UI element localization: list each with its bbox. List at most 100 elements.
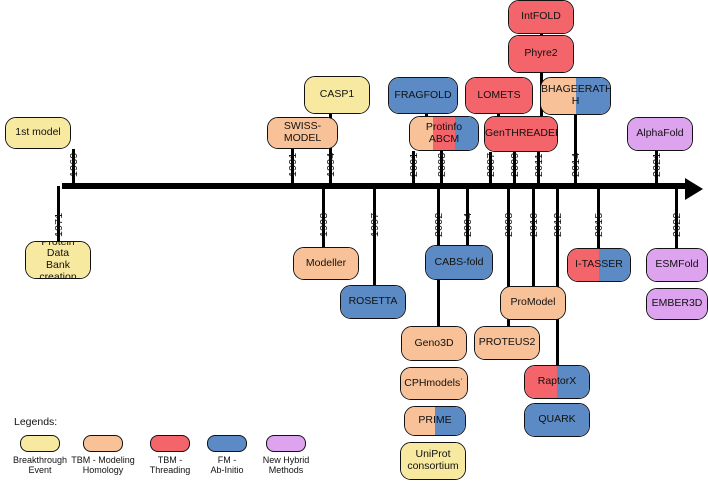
node-protein-data-bank-creation[interactable]: Protein Data Bank creation xyxy=(25,241,91,279)
year-label-2001: 2001 xyxy=(408,152,420,177)
node-fill-band xyxy=(475,327,539,359)
node-cabs-fold[interactable]: CABS-fold xyxy=(425,245,493,280)
node-fill-band xyxy=(485,117,557,151)
legend-item-breakthrough-event: Breakthrough Event xyxy=(10,435,70,476)
node-bhageerath-h[interactable]: BHAGEERATH- H xyxy=(540,77,611,115)
node-label: IntFOLD xyxy=(521,10,561,23)
node-label: QUARK xyxy=(538,413,576,426)
legend-label: TBM - Modeling Homology xyxy=(71,455,135,476)
node-fill-band xyxy=(525,366,557,398)
node-fill-band xyxy=(268,118,337,148)
node-ember3d[interactable]: EMBER3D xyxy=(646,288,708,320)
legend-item-new-hybrid-methods: New Hybrid Methods xyxy=(254,435,318,476)
node-fill-band xyxy=(432,117,456,150)
legend-label: New Hybrid Methods xyxy=(262,455,310,476)
node-fill-band xyxy=(401,443,465,479)
year-label-2007: 2007 xyxy=(485,152,497,177)
stem-cabsfold-geno3d xyxy=(437,278,440,328)
stem-1993 xyxy=(322,186,325,249)
node-casp1[interactable]: CASP1 xyxy=(304,76,370,114)
node-uniprot-consortium[interactable]: UniProt consortium xyxy=(400,442,466,480)
node-geno3d[interactable]: Geno3D xyxy=(401,326,467,361)
node-raptorx[interactable]: RaptorX xyxy=(524,365,590,399)
node-protinfo-abcm[interactable]: Protinfo ABCM xyxy=(409,116,479,151)
node-fill-band xyxy=(401,368,467,399)
node-1st-model[interactable]: 1st model xyxy=(5,117,71,149)
node-fill-band xyxy=(568,249,599,281)
node-label: RaptorX xyxy=(537,375,577,388)
node-fill-band xyxy=(541,78,576,114)
stem-2012 xyxy=(556,186,559,367)
legend-item-tbm-threading: TBM - Threading xyxy=(141,435,199,476)
node-label: EMBER3D xyxy=(651,297,703,310)
node-fill-band xyxy=(647,249,707,281)
node-promodel[interactable]: ProModel xyxy=(500,286,566,320)
node-fill-band xyxy=(402,327,466,360)
node-modeller[interactable]: Modeller xyxy=(293,247,359,280)
legend-label: FM - Ab-Initio xyxy=(210,455,244,476)
timeline-arrow-icon xyxy=(685,178,703,200)
stem-1971 xyxy=(57,186,60,243)
year-label-2014: 2014 xyxy=(570,152,582,177)
stem-1994 xyxy=(329,114,332,184)
node-label: ROSETTA xyxy=(348,295,398,308)
node-esmfold[interactable]: ESMFold xyxy=(646,248,708,282)
year-label-2002: 2002 xyxy=(433,212,445,237)
legend-swatch-hybrid xyxy=(266,435,306,452)
node-label: SWISS-MODEL xyxy=(283,120,322,144)
legend-swatch-tbm-threading xyxy=(150,435,190,452)
stem-casp1-down xyxy=(329,112,332,118)
stem-2011 xyxy=(537,152,540,184)
legend-label: TBM - Threading xyxy=(149,455,191,476)
node-phyre2[interactable]: Phyre2 xyxy=(508,35,574,73)
stem-2008 xyxy=(507,186,510,288)
node-fill-band xyxy=(525,404,589,436)
year-label-1994: 1994 xyxy=(325,152,337,177)
node-swiss-model[interactable]: SWISS-MODEL xyxy=(267,117,338,149)
node-quark[interactable]: QUARK xyxy=(524,403,590,437)
node-proteus2[interactable]: PROTEUS2 xyxy=(474,326,540,360)
node-label: CPHmodels˙ xyxy=(404,376,464,389)
node-intfold[interactable]: IntFOLD xyxy=(508,0,574,34)
legend-item-fm-ab-initio: FM - Ab-Initio xyxy=(199,435,255,476)
node-label: Geno3D xyxy=(414,336,454,349)
year-label-1997: 1997 xyxy=(369,212,381,237)
stem-2010 xyxy=(532,186,535,288)
node-fill-band xyxy=(26,242,90,278)
node-fill-band xyxy=(509,36,573,72)
node-genthreader[interactable]: GenTHREADER xyxy=(484,116,558,152)
node-label: ESMFold xyxy=(655,258,699,271)
node-fill-band xyxy=(341,286,405,318)
year-label-2012: 2012 xyxy=(552,212,564,237)
stem-2021 xyxy=(655,151,658,184)
node-fill-band xyxy=(466,78,532,113)
legend-label: Breakthrough Event xyxy=(12,455,68,476)
year-label-2009: 2009 xyxy=(509,152,521,177)
node-label: CASP1 xyxy=(319,88,355,101)
node-fill-band xyxy=(389,78,457,113)
year-label-1969: 1969 xyxy=(68,152,80,177)
year-label-2015: 2015 xyxy=(593,212,605,237)
legend-swatch-tbm-homology xyxy=(83,435,123,452)
stem-1991 xyxy=(291,149,294,184)
year-label-1971: 1971 xyxy=(53,212,65,237)
node-label: Protein Data Bank creation xyxy=(39,241,77,279)
node-label: Modeller xyxy=(305,256,347,269)
node-label: AlphaFold xyxy=(636,127,684,140)
node-fill-band xyxy=(455,117,478,150)
stem-2003 xyxy=(440,151,443,184)
node-cphmodels[interactable]: CPHmodels˙ xyxy=(400,367,468,400)
node-i-tasser[interactable]: I-TASSER xyxy=(567,248,631,282)
stem-2014 xyxy=(574,115,577,184)
stem-2004 xyxy=(466,186,469,247)
node-fill-band xyxy=(575,78,610,114)
node-lomets[interactable]: LOMETS xyxy=(465,77,533,114)
stem-1969 xyxy=(72,149,75,184)
stem-1997 xyxy=(373,186,376,287)
year-label-2021: 2021 xyxy=(651,152,663,177)
year-label-2004: 2004 xyxy=(462,212,474,237)
node-rosetta[interactable]: ROSETTA xyxy=(340,285,406,319)
node-alphafold[interactable]: AlphaFold xyxy=(627,117,693,151)
node-fragfold[interactable]: FRAGFOLD xyxy=(388,77,458,114)
node-prime[interactable]: PRIME xyxy=(404,406,466,436)
